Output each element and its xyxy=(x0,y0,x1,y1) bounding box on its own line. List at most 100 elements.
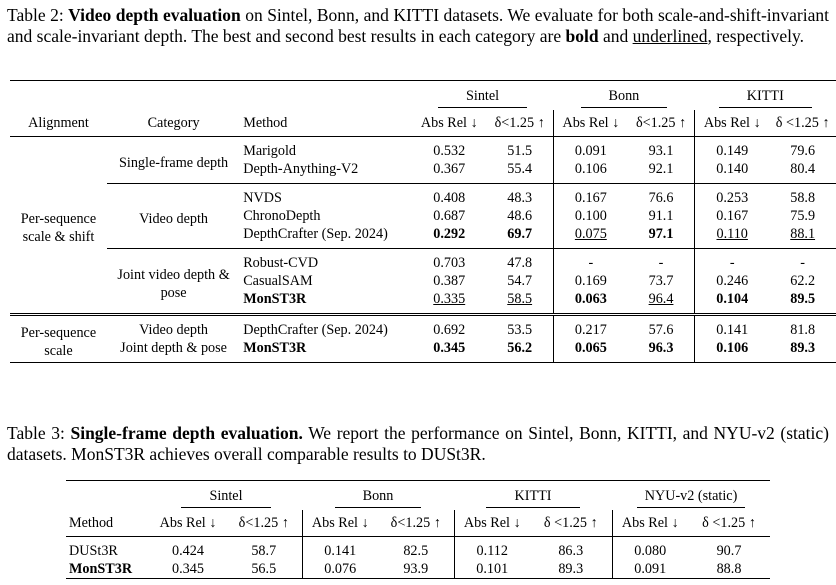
value-cell: 48.3 xyxy=(486,183,554,207)
value-cell: 0.076 xyxy=(301,560,378,579)
table-row: ChronoDepth 0.687 48.6 0.100 91.1 0.167 … xyxy=(10,207,836,225)
value-cell: 56.2 xyxy=(486,339,554,363)
value-cell: 69.7 xyxy=(507,226,533,242)
value-cell: 58.8 xyxy=(769,183,836,207)
table3: Sintel Bonn KITTI NYU-v2 (static) Method… xyxy=(66,480,770,579)
table3-caption: Table 3: Single-frame depth evaluation. … xyxy=(7,423,829,465)
value-cell: 48.6 xyxy=(507,208,533,224)
table-row: Joint video depth & pose Robust-CVD 0.70… xyxy=(10,248,836,315)
table2-title: Video depth evaluation xyxy=(68,5,241,25)
method-cell: Depth-Anything-V2 xyxy=(243,161,359,177)
table3-group-header: Sintel Bonn KITTI NYU-v2 (static) xyxy=(66,480,770,510)
value-cell: - xyxy=(769,248,836,272)
method-cell: Marigold xyxy=(240,136,412,160)
value-cell: 51.5 xyxy=(486,136,554,160)
category-joint2: Joint depth & pose xyxy=(106,339,241,363)
method-cell: DepthCrafter (Sep. 2024) xyxy=(240,313,412,339)
col-delta: δ <1.25 ↑ xyxy=(543,515,598,531)
value-cell: 62.2 xyxy=(790,273,816,289)
table2-text2: and xyxy=(598,26,633,46)
value-cell: 56.5 xyxy=(226,560,302,579)
value-cell: 75.9 xyxy=(790,208,816,224)
group-kitti: KITTI xyxy=(718,87,812,108)
value-cell: 88.8 xyxy=(688,560,770,579)
col-absrel: Abs Rel ↓ xyxy=(453,510,530,537)
table-row: Depth-Anything-V2 0.367 55.4 0.106 92.1 … xyxy=(10,160,836,184)
col-delta: δ<1.25 ↑ xyxy=(238,515,289,531)
value-cell: 93.1 xyxy=(627,136,695,160)
value-cell: 90.7 xyxy=(688,536,770,560)
value-cell: 88.1 xyxy=(790,226,816,242)
table3-title: Single-frame depth evaluation. xyxy=(70,423,303,443)
value-cell: 0.335 xyxy=(433,291,466,307)
value-cell: 0.345 xyxy=(150,560,226,579)
method-cell: CasualSAM xyxy=(243,273,313,289)
method-cell: Robust-CVD xyxy=(240,248,412,272)
value-cell: 58.7 xyxy=(226,536,302,560)
value-cell: 0.075 xyxy=(552,225,628,249)
group-bonn: Bonn xyxy=(580,87,668,108)
value-cell: 73.7 xyxy=(648,273,674,289)
value-cell: 53.5 xyxy=(486,313,554,339)
table2: Sintel Bonn KITTI Alignment Category Met… xyxy=(10,80,836,363)
value-cell: 0.106 xyxy=(552,160,628,184)
table2-caption: Table 2: Video depth evaluation on Sinte… xyxy=(7,5,829,47)
alignment-shift: Per-sequence scale & shift xyxy=(10,136,107,315)
col-absrel: Abs Rel ↓ xyxy=(301,510,378,537)
value-cell: 0.292 xyxy=(433,226,466,242)
value-cell: 0.217 xyxy=(552,313,628,339)
col-absrel: Abs Rel ↓ xyxy=(694,110,770,137)
category-video2: Video depth xyxy=(106,313,241,339)
value-cell: 76.6 xyxy=(627,183,695,207)
value-cell: 0.367 xyxy=(433,161,466,177)
value-cell: 96.3 xyxy=(627,339,695,363)
method-cell: NVDS xyxy=(240,183,412,207)
value-cell: 0.091 xyxy=(552,136,628,160)
value-cell: 0.253 xyxy=(694,183,770,207)
value-cell: 0.532 xyxy=(411,136,487,160)
value-cell: 93.9 xyxy=(378,560,454,579)
value-cell: 0.112 xyxy=(453,536,530,560)
value-cell: 82.5 xyxy=(378,536,454,560)
table2-text3: , respectively. xyxy=(707,26,804,46)
table-row: DUSt3R 0.424 58.7 0.141 82.5 0.112 86.3 … xyxy=(66,536,770,560)
col-absrel: Abs Rel ↓ xyxy=(552,110,628,137)
alignment-scale: Per-sequence scale xyxy=(10,313,107,363)
value-cell: 0.106 xyxy=(694,339,770,363)
table-row: Joint depth & pose MonST3R 0.345 56.2 0.… xyxy=(10,339,836,363)
value-cell: 0.167 xyxy=(552,183,628,207)
value-cell: 0.101 xyxy=(453,560,530,579)
value-cell: 92.1 xyxy=(648,161,674,177)
method-cell: MonST3R xyxy=(66,560,150,579)
value-cell: 96.4 xyxy=(648,291,674,307)
col-category: Category xyxy=(147,115,200,131)
value-cell: 0.100 xyxy=(552,207,628,225)
table-row: Per-sequence scale Video depth DepthCraf… xyxy=(10,313,836,363)
group-nyu: NYU-v2 (static) xyxy=(636,487,746,508)
table-row: MonST3R 0.345 56.5 0.076 93.9 0.101 89.3… xyxy=(66,560,770,579)
table-row: Per-sequence scale & shift Single-frame … xyxy=(10,136,836,315)
table-row: CasualSAM 0.387 54.7 0.169 73.7 0.246 62… xyxy=(10,272,836,290)
value-cell: 0.692 xyxy=(411,313,487,339)
table2-label: Table 2: xyxy=(7,5,69,25)
col-delta: δ<1.25 ↑ xyxy=(390,515,441,531)
value-cell: - xyxy=(694,248,770,272)
value-cell: 0.703 xyxy=(411,248,487,272)
table-row: DepthCrafter (Sep. 2024) 0.292 69.7 0.07… xyxy=(10,225,836,249)
method-cell: DepthCrafter (Sep. 2024) xyxy=(243,226,388,242)
value-cell: 0.149 xyxy=(694,136,770,160)
category-video: Video depth xyxy=(106,183,241,249)
value-cell: 0.687 xyxy=(433,208,466,224)
value-cell: 47.8 xyxy=(486,248,554,272)
value-cell: 0.167 xyxy=(694,207,770,225)
value-cell: 0.141 xyxy=(301,536,378,560)
value-cell: 79.6 xyxy=(769,136,836,160)
value-cell: 89.3 xyxy=(769,339,836,363)
method-cell: MonST3R xyxy=(243,291,307,307)
table3-text: We report the performance on Sintel, Bon… xyxy=(7,423,829,464)
value-cell: 91.1 xyxy=(648,208,674,224)
value-cell: 0.104 xyxy=(694,290,770,315)
value-cell: 0.063 xyxy=(552,290,628,315)
value-cell: 0.141 xyxy=(694,313,770,339)
col-method: Method xyxy=(243,115,288,131)
